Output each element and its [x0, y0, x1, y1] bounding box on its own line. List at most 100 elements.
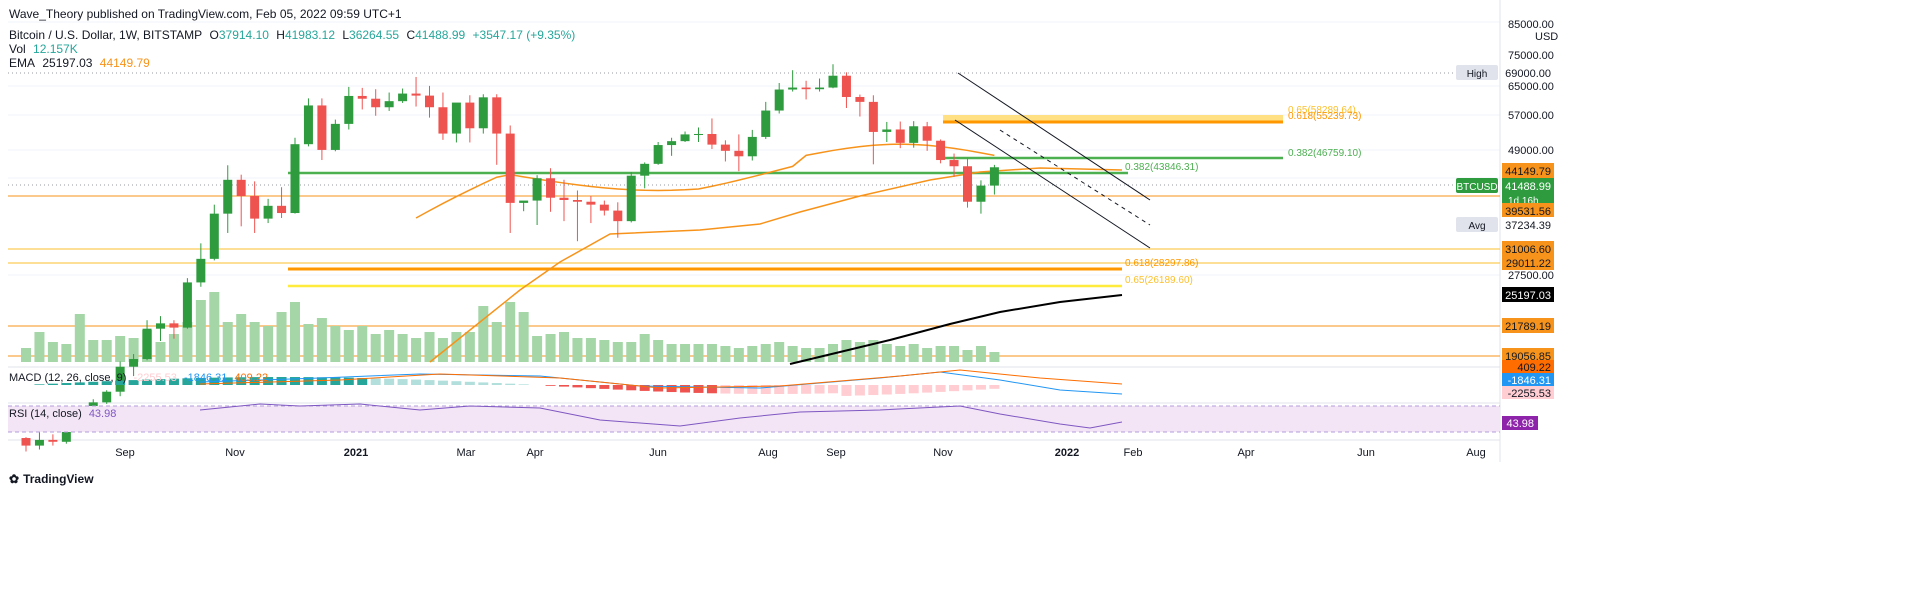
- macd-histogram-bar: [88, 381, 99, 385]
- macd-histogram-bar: [706, 385, 717, 394]
- channel-upper: [957, 72, 1151, 201]
- volume-bar: [478, 306, 489, 362]
- fib-label: 0.382(46759.10): [1288, 148, 1361, 159]
- candle-body: [330, 123, 340, 150]
- macd-histogram-bar: [464, 381, 475, 385]
- macd-histogram-bar: [828, 385, 838, 394]
- low-label: L: [342, 28, 350, 42]
- volume-legend[interactable]: Vol 12.157K: [9, 42, 82, 56]
- volume-bar: [585, 338, 596, 362]
- tradingview-logo[interactable]: ✿ TradingView: [9, 472, 98, 486]
- rsi-legend[interactable]: RSI (14, close) 43.98: [9, 408, 120, 420]
- macd-histogram-bar: [101, 381, 112, 385]
- open-label: O: [209, 28, 219, 42]
- volume-bar: [962, 350, 973, 362]
- candle-body: [720, 144, 730, 151]
- price-tick: 65000.00: [1508, 81, 1554, 93]
- macd-axis-value: -1846.31: [1508, 375, 1551, 387]
- macd-histogram-bar: [384, 378, 395, 385]
- symbol-line[interactable]: Bitcoin / U.S. Dollar, 1W, BITSTAMP O379…: [9, 28, 579, 42]
- volume-bar: [195, 300, 206, 362]
- price-label-tag: [1456, 178, 1498, 193]
- volume-bar: [505, 302, 516, 362]
- candle-body: [169, 323, 179, 328]
- macd-value: -1846.31: [183, 372, 228, 384]
- fib-65-band: [943, 115, 1283, 121]
- volume-bar: [411, 338, 422, 362]
- volume-bar: [263, 326, 274, 362]
- high-label: H: [276, 28, 285, 42]
- candle-body: [492, 97, 502, 134]
- volume-bar: [639, 334, 650, 362]
- macd-histogram-bar: [935, 385, 946, 392]
- volume-bar: [545, 334, 556, 362]
- macd-histogram-bar: [128, 380, 139, 385]
- volume-bar: [666, 344, 677, 362]
- macd-histogram-bar: [316, 377, 327, 385]
- macd-histogram-bar: [478, 382, 489, 385]
- volume-bar: [518, 312, 529, 362]
- volume-bar: [760, 344, 771, 362]
- macd-histogram-bar: [720, 385, 731, 394]
- price-label-value: 25197.03: [1505, 290, 1551, 302]
- candle-body: [250, 196, 260, 219]
- candle-body: [451, 102, 461, 134]
- low-value: 36264.55: [349, 28, 400, 42]
- macd-histogram-bar: [787, 385, 798, 394]
- high-value: 41983.12: [284, 28, 335, 42]
- candle-body: [586, 201, 596, 205]
- candle-body: [976, 185, 986, 202]
- fib-label: 0.618(55239.73): [1288, 111, 1361, 122]
- volume-bar: [249, 322, 260, 362]
- macd-histogram-bar: [249, 377, 260, 385]
- time-tick: Nov: [933, 447, 953, 459]
- candle-body: [868, 101, 878, 132]
- volume-bar: [989, 352, 1000, 362]
- volume-bar: [787, 346, 798, 362]
- time-tick: Sep: [115, 447, 135, 459]
- macd-histogram-bar: [424, 380, 435, 385]
- price-axis: 85000.00 75000.00 65000.00 57000.00 49000.00…: [1456, 19, 1558, 430]
- rsi-line: [199, 403, 1123, 429]
- price-label-box: [1502, 241, 1554, 256]
- tv-brand: TradingView: [23, 472, 94, 486]
- ema-legend[interactable]: EMA 25197.03 44149.79: [9, 56, 154, 70]
- volume-bar: [491, 322, 502, 362]
- candle-body: [599, 204, 609, 211]
- candle-body: [21, 438, 31, 446]
- time-tick: Apr: [526, 447, 543, 459]
- price-label-value: 31006.60: [1505, 244, 1551, 256]
- volume-bar: [182, 322, 193, 362]
- time-tick: 2022: [1055, 447, 1079, 459]
- macd-line: [199, 371, 1123, 395]
- close-value: 41488.99: [415, 28, 466, 42]
- price-label-value: 39531.56: [1505, 206, 1551, 218]
- macd-histogram-bar: [680, 385, 691, 393]
- volume-bar: [935, 346, 946, 362]
- ema-label: EMA: [9, 56, 36, 70]
- candle-body: [290, 144, 300, 214]
- candle-body: [815, 87, 825, 90]
- macd-legend[interactable]: MACD (12, 26, close, 9) -2255.53 -1846.3…: [9, 372, 272, 384]
- volume-bar: [572, 338, 583, 362]
- volume-bar: [424, 332, 435, 362]
- volume-bar: [693, 344, 704, 362]
- fib-label: 0.65(26189.60): [1125, 275, 1193, 286]
- macd-axis-value: 409.22: [1517, 362, 1551, 374]
- macd-histogram-bar: [518, 384, 529, 385]
- macd-histogram-bar: [949, 385, 960, 392]
- candle-body: [398, 93, 408, 102]
- macd-axis-box: [1502, 373, 1554, 386]
- close-label: C: [406, 28, 416, 42]
- time-tick: Sep: [826, 447, 846, 459]
- volume-bar: [464, 332, 475, 362]
- candle-body: [546, 178, 556, 198]
- price-label-value: 21789.19: [1505, 321, 1551, 333]
- macd-histogram-bar: [760, 385, 771, 394]
- candle-body: [384, 101, 394, 108]
- signal-line: [199, 369, 1123, 389]
- candle-body: [196, 258, 206, 283]
- price-channel: [954, 72, 1151, 249]
- price-tick: 75000.00: [1508, 50, 1554, 62]
